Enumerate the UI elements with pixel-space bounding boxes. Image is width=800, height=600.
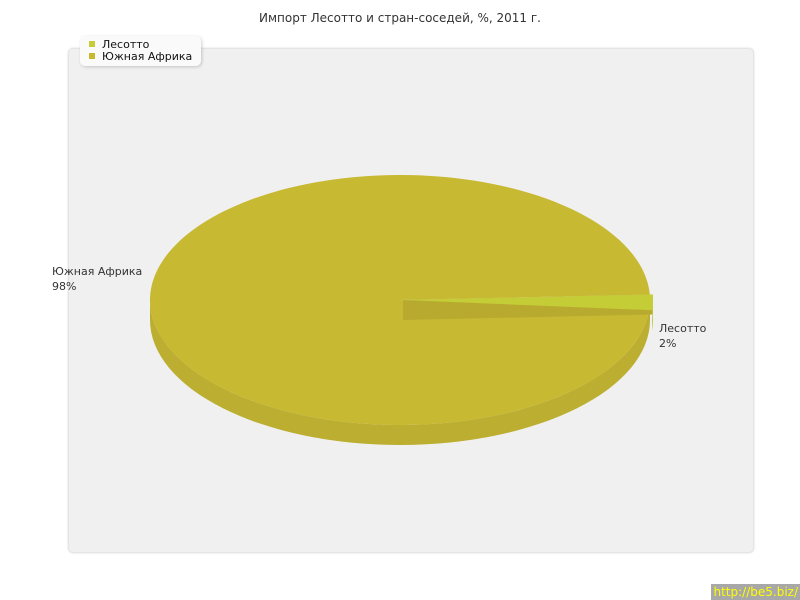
slice-lesotho xyxy=(403,294,654,311)
legend-swatch xyxy=(89,41,95,47)
data-label-south-africa: Южная Африка 98% xyxy=(52,264,142,294)
slice-percent: 98% xyxy=(52,280,77,293)
slice-name: Южная Африка xyxy=(52,265,143,278)
legend-item-south-africa[interactable]: Южная Африка xyxy=(89,49,193,63)
legend-label: Южная Африка xyxy=(102,49,193,63)
watermark[interactable]: http://be5.biz/ xyxy=(711,584,800,600)
chart-title: Импорт Лесотто и стран-соседей, %, 2011 … xyxy=(259,11,541,25)
slice-side-south-africa xyxy=(150,300,650,445)
legend: Лесотто Южная Африка xyxy=(80,36,202,66)
slice-name: Лесотто xyxy=(659,322,707,335)
slice-south-africa xyxy=(149,174,650,425)
legend-swatch xyxy=(89,53,95,59)
data-label-lesotho: Лесотто 2% xyxy=(659,321,706,351)
legend-item-lesotho[interactable]: Лесотто xyxy=(89,37,192,51)
slice-percent: 2% xyxy=(659,337,677,350)
legend-label: Лесотто xyxy=(102,37,150,51)
